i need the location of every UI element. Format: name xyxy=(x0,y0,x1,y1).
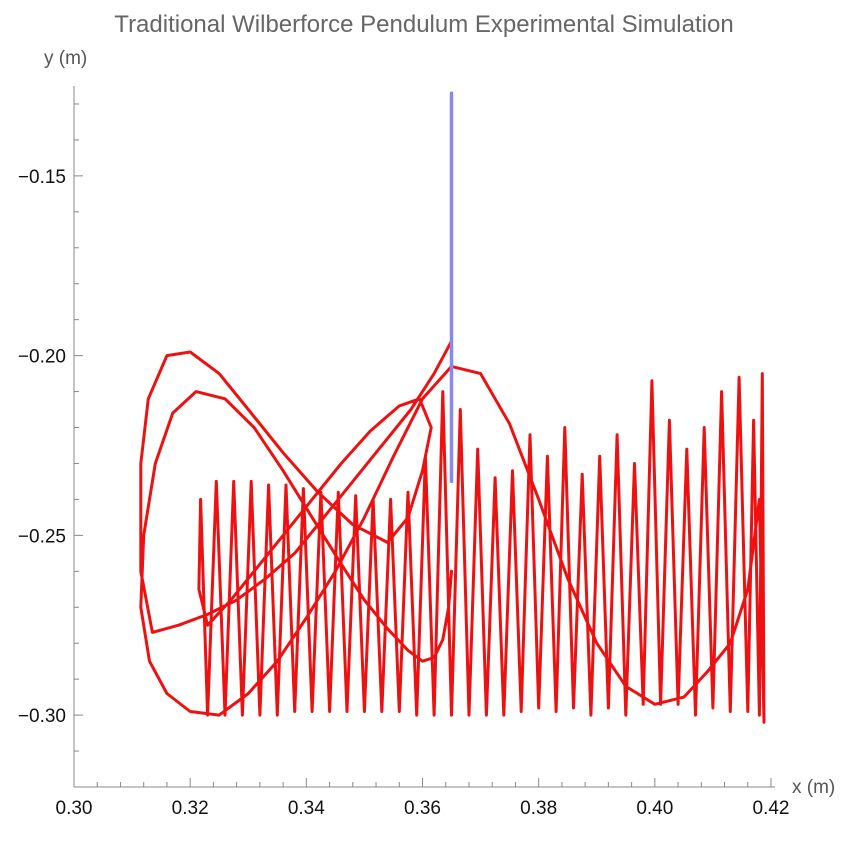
x-tick-label: 0.42 xyxy=(753,798,790,819)
x-tick-label: 0.30 xyxy=(56,798,93,819)
x-tick-label: 0.40 xyxy=(636,798,673,819)
x-tick-label: 0.38 xyxy=(520,798,557,819)
y-tick-label: −0.15 xyxy=(18,167,66,188)
y-tick-label: −0.25 xyxy=(18,526,66,547)
y-axis-label: y (m) xyxy=(44,48,87,69)
x-axis-ticks: 0.30 0.32 0.34 0.36 0.38 0.40 0.42 xyxy=(56,778,790,819)
x-tick-label: 0.32 xyxy=(172,798,209,819)
x-tick-label: 0.34 xyxy=(288,798,325,819)
x-tick-label: 0.36 xyxy=(404,798,441,819)
trajectory-line xyxy=(139,339,766,724)
x-axis-label: x (m) xyxy=(792,777,835,798)
y-tick-label: −0.30 xyxy=(18,706,66,727)
plot-area xyxy=(139,91,766,724)
y-axis-ticks: −0.15 −0.20 −0.25 −0.30 xyxy=(18,103,83,788)
chart-title: Traditional Wilberforce Pendulum Experim… xyxy=(114,11,733,38)
y-tick-label: −0.20 xyxy=(18,347,66,368)
